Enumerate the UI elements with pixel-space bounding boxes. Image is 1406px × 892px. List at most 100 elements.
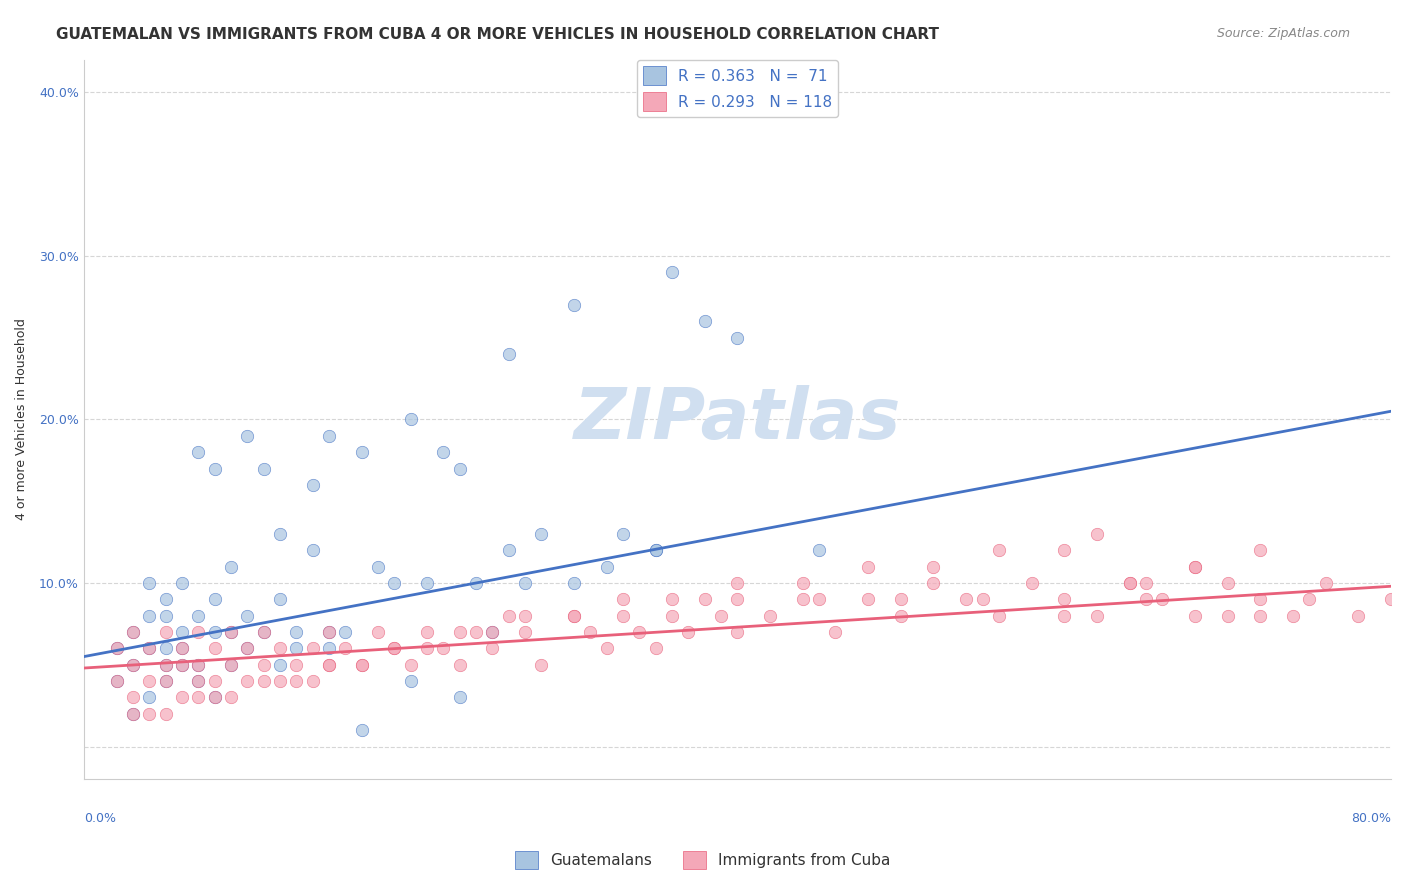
Point: [1216, 608, 1239, 623]
Point: [513, 608, 536, 623]
Point: [1184, 608, 1206, 623]
Point: [612, 608, 634, 623]
Point: [1053, 608, 1076, 623]
Point: [1184, 559, 1206, 574]
Point: [269, 641, 291, 656]
Point: [219, 625, 242, 640]
Point: [416, 641, 439, 656]
Point: [219, 625, 242, 640]
Point: [252, 625, 274, 640]
Point: [465, 625, 488, 640]
Point: [138, 608, 160, 623]
Point: [382, 576, 405, 591]
Point: [318, 625, 340, 640]
Point: [416, 625, 439, 640]
Point: [890, 592, 912, 607]
Point: [856, 592, 879, 607]
Point: [382, 641, 405, 656]
Point: [335, 641, 357, 656]
Point: [187, 445, 209, 459]
Point: [824, 625, 846, 640]
Point: [596, 641, 619, 656]
Point: [678, 625, 700, 640]
Point: [644, 543, 666, 558]
Point: [236, 641, 259, 656]
Point: [121, 625, 143, 640]
Point: [661, 608, 683, 623]
Point: [269, 527, 291, 541]
Point: [1085, 527, 1108, 541]
Point: [1379, 592, 1402, 607]
Point: [350, 723, 373, 738]
Point: [236, 641, 259, 656]
Point: [987, 608, 1010, 623]
Point: [187, 608, 209, 623]
Point: [725, 592, 748, 607]
Point: [204, 641, 226, 656]
Text: 0.0%: 0.0%: [84, 813, 115, 825]
Point: [285, 674, 308, 689]
Point: [498, 608, 520, 623]
Point: [562, 608, 585, 623]
Point: [579, 625, 602, 640]
Point: [432, 641, 454, 656]
Point: [481, 625, 503, 640]
Point: [301, 674, 323, 689]
Point: [1184, 559, 1206, 574]
Point: [530, 657, 553, 672]
Point: [449, 657, 471, 672]
Point: [138, 706, 160, 721]
Point: [187, 657, 209, 672]
Point: [725, 331, 748, 345]
Point: [219, 690, 242, 705]
Legend: Guatemalans, Immigrants from Cuba: Guatemalans, Immigrants from Cuba: [509, 845, 897, 875]
Text: 80.0%: 80.0%: [1351, 813, 1391, 825]
Point: [644, 543, 666, 558]
Point: [1298, 592, 1320, 607]
Point: [612, 527, 634, 541]
Legend: R = 0.363   N =  71, R = 0.293   N = 118: R = 0.363 N = 71, R = 0.293 N = 118: [637, 60, 838, 117]
Point: [105, 674, 128, 689]
Point: [138, 576, 160, 591]
Point: [449, 461, 471, 475]
Point: [301, 543, 323, 558]
Point: [105, 674, 128, 689]
Point: [465, 576, 488, 591]
Point: [318, 625, 340, 640]
Point: [382, 641, 405, 656]
Text: Source: ZipAtlas.com: Source: ZipAtlas.com: [1216, 27, 1350, 40]
Point: [252, 674, 274, 689]
Point: [121, 625, 143, 640]
Point: [219, 657, 242, 672]
Point: [350, 657, 373, 672]
Point: [121, 706, 143, 721]
Point: [187, 625, 209, 640]
Point: [204, 690, 226, 705]
Point: [1249, 608, 1271, 623]
Point: [562, 298, 585, 312]
Point: [399, 657, 422, 672]
Point: [219, 657, 242, 672]
Point: [138, 641, 160, 656]
Point: [155, 608, 177, 623]
Point: [301, 641, 323, 656]
Point: [416, 576, 439, 591]
Point: [269, 592, 291, 607]
Point: [138, 690, 160, 705]
Point: [350, 657, 373, 672]
Point: [972, 592, 994, 607]
Point: [105, 641, 128, 656]
Point: [187, 674, 209, 689]
Point: [1282, 608, 1305, 623]
Point: [121, 690, 143, 705]
Point: [432, 445, 454, 459]
Point: [693, 314, 716, 328]
Point: [236, 608, 259, 623]
Point: [759, 608, 782, 623]
Point: [155, 641, 177, 656]
Point: [498, 347, 520, 361]
Point: [562, 576, 585, 591]
Point: [269, 657, 291, 672]
Point: [612, 592, 634, 607]
Point: [725, 576, 748, 591]
